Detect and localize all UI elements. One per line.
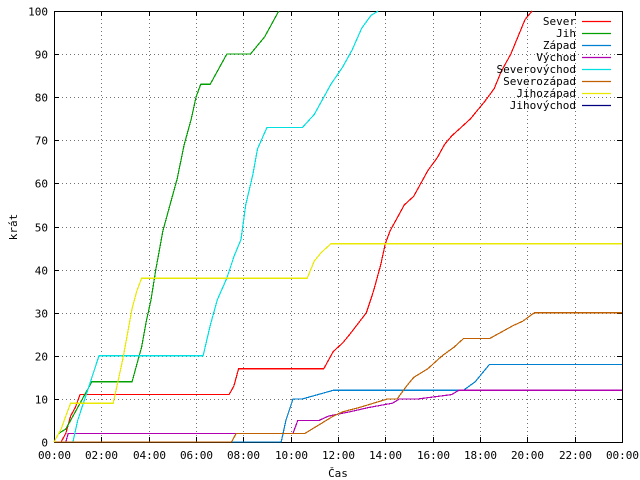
legend-label: Sever	[543, 15, 576, 28]
legend-label: Jihovýchod	[510, 99, 576, 112]
x-tick-label: 18:00	[464, 449, 497, 462]
x-tick-label: 12:00	[322, 449, 355, 462]
series-jih-line	[53, 10, 280, 443]
x-tick-label: 00:00	[38, 449, 71, 462]
series-vychod-line	[54, 389, 622, 443]
y-axis-label: krát	[7, 214, 20, 241]
grid	[54, 11, 622, 442]
y-tick-label: 70	[35, 135, 48, 148]
series-jihozapad-line	[53, 243, 622, 443]
y-tick-label: 100	[28, 6, 48, 19]
y-tick-label: 90	[35, 49, 48, 62]
x-axis-label: Čas	[328, 467, 348, 480]
y-tick-label: 20	[35, 351, 48, 364]
x-tick-label: 14:00	[369, 449, 402, 462]
series-severozapad-line	[54, 312, 622, 443]
legend-label: Východ	[536, 51, 576, 64]
x-tick-label: 02:00	[85, 449, 118, 462]
x-tick-label: 04:00	[133, 449, 166, 462]
legend-label: Západ	[543, 39, 576, 52]
y-tick-label: 30	[35, 308, 48, 321]
legend-label: Jih	[556, 27, 576, 40]
y-tick-label: 50	[35, 222, 48, 235]
x-tick-label: 22:00	[559, 449, 592, 462]
x-tick-label: 10:00	[275, 449, 308, 462]
y-tick-label: 60	[35, 178, 48, 191]
legend-label: Severovýchod	[497, 63, 576, 76]
legend: SeverJihZápadVýchodSeverovýchodSeverozáp…	[497, 15, 611, 112]
y-tick-label: 80	[35, 92, 48, 105]
legend-label: Jihozápad	[516, 87, 576, 100]
series-severovychod-line	[54, 10, 379, 443]
axis-ticks: 0 10 20 30 40 50 60 70 80 90 100 00:00 02:00 04:00 06:…	[28, 6, 639, 463]
series	[53, 10, 622, 443]
series-zapad-line	[54, 363, 622, 443]
x-tick-label: 06:00	[180, 449, 213, 462]
x-tick-label: 00:00	[606, 449, 639, 462]
x-tick-label: 08:00	[227, 449, 260, 462]
legend-label: Severozápad	[503, 75, 576, 88]
series-sever-line	[60, 10, 533, 443]
x-tick-label: 20:00	[511, 449, 544, 462]
y-tick-label: 0	[41, 437, 48, 450]
x-tick-label: 16:00	[417, 449, 450, 462]
y-tick-label: 40	[35, 265, 48, 278]
y-tick-label: 10	[35, 394, 48, 407]
